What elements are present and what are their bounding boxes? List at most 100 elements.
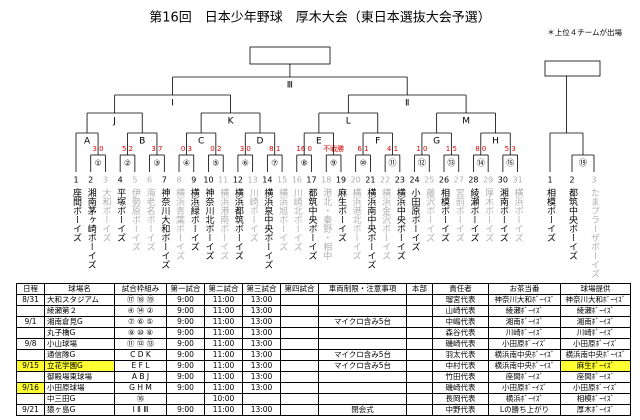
table-cell: 13:00: [242, 382, 281, 394]
table-cell: [280, 360, 319, 372]
table-row: 綾瀬第２ ④ ⑭ ② 9:00 11:00 13:00 山崎代表 綾瀬ﾎﾞｰｲｽﾞ 綾瀬ﾎﾞｰ…: [16, 305, 631, 317]
team-name: 川崎ボーイズ: [248, 188, 259, 242]
table-cell: [280, 371, 319, 383]
table-cell: [280, 349, 319, 361]
table-cell: [318, 338, 407, 350]
schedule-table: 日程 球場名 試合枠組み 第一試合 第二試合 第三試合 第四試合 車両制限・注意事項 本部 責任者…: [16, 283, 631, 416]
bracket-label: 11: [218, 176, 228, 185]
table-cell: 9/8: [16, 338, 45, 350]
table-cell: 9:00: [166, 382, 205, 394]
table-cell: 小田原ﾎﾞｰｲｽﾞ: [560, 338, 631, 350]
bracket-label: 30: [498, 176, 508, 185]
table-cell: [406, 382, 433, 394]
table-row: 御殿場東球場 A B J 9:00 11:00 13:00 竹田代表 座間ﾎﾞｰｲｽﾞ 座間ﾎ…: [16, 371, 631, 383]
team-name: 神奈川大和ボーイズ: [159, 187, 170, 269]
table-cell: [280, 338, 319, 350]
bracket-label: 2: [88, 176, 93, 185]
bracket-label: 17: [306, 176, 316, 185]
table-row: 9/8 小山球場 ⑪ ⑫ ⑬ 9:00 11:00 13:00 磯崎代表 小田原ﾎﾞｰｲｽﾞ小…: [16, 338, 631, 350]
table-cell: 13:00: [242, 360, 281, 372]
bracket-label: 12: [233, 176, 243, 185]
table-cell: 綾瀬ﾎﾞｰｲｽﾞ: [560, 305, 631, 317]
bracket-label: A: [84, 137, 91, 147]
table-cell: Ⅰ Ⅱ Ⅲ: [114, 404, 167, 416]
table-cell: 横浜南中央ﾎﾞｰｲｽﾞ: [488, 349, 561, 361]
table-cell: 9:00: [166, 360, 205, 372]
bracket-label: 16: [292, 176, 302, 185]
table-cell: 竹田代表: [432, 371, 489, 383]
team-name: 綾瀬ボーイズ: [468, 187, 479, 242]
table-cell: 通信隊G: [44, 349, 115, 361]
table-cell: 川崎ﾎﾞｰｲｽﾞ: [488, 327, 561, 339]
table-cell: 9:00: [166, 371, 205, 383]
table-cell: 湘南ﾎﾞｰｲｽﾞ: [488, 316, 561, 328]
table-cell: 13:00: [242, 371, 281, 383]
bracket-label: D: [257, 137, 264, 147]
team-name: 宮前ボーイズ: [454, 187, 465, 242]
team-name: 海老名ボーイズ: [145, 187, 156, 251]
table-cell: 11:00: [204, 327, 243, 339]
table-cell: C D K: [114, 349, 167, 361]
bracket-label: 13: [248, 176, 258, 185]
bracket-label: E: [316, 137, 322, 147]
bracket-label: G: [433, 137, 440, 147]
table-cell: 11:00: [204, 316, 243, 328]
table-cell: 9/1: [16, 316, 45, 328]
team-name: 座間ボーイズ: [71, 187, 82, 242]
table-cell: 車両制限・注意事項: [318, 283, 407, 295]
table-cell: 森谷代表: [432, 327, 489, 339]
table-cell: [406, 371, 433, 383]
bracket-label: ⑫: [418, 159, 426, 168]
team-name: 横浜港北ボーイズ: [351, 187, 362, 260]
table-cell: 9/16: [16, 382, 45, 394]
table-cell: 猿ヶ島G: [44, 404, 115, 416]
table-cell: マイクロ含み5台: [318, 360, 407, 372]
bracket-label: B: [139, 137, 145, 147]
table-cell: 中野代表: [432, 404, 489, 416]
table-cell: 13:00: [242, 327, 281, 339]
table-cell: 第二試合: [204, 283, 243, 295]
table-cell: [280, 316, 319, 328]
bracket-label: ⑭: [477, 159, 485, 168]
team-name: 横浜緑ボーイズ: [189, 187, 200, 251]
table-cell: 中嶋代表: [432, 316, 489, 328]
team-name: 横浜旭ボーイズ: [277, 187, 288, 251]
table-cell: マイクロ含み5台: [318, 349, 407, 361]
team-name: 川崎北ボーイズ: [292, 188, 303, 251]
table-cell: 9:00: [166, 404, 205, 416]
table-cell: 9/15: [16, 360, 45, 372]
bracket-label: ③: [153, 159, 160, 168]
bracket-label: C: [198, 137, 204, 147]
table-cell: 13:00: [242, 305, 281, 317]
team-name: 横浜都筑ボーイズ: [233, 187, 244, 260]
bracket-label: K: [228, 117, 235, 127]
table-cell: 立花学園G: [44, 360, 115, 372]
table-cell: 8/31: [16, 294, 45, 306]
table-cell: 9/21: [16, 404, 45, 416]
bracket-label: 7: [162, 176, 167, 185]
team-name: 大和ボーイズ: [100, 187, 111, 242]
table-cell: [406, 404, 433, 416]
table-cell: 湘南倉見G: [44, 316, 115, 328]
team-name: 麻生ボーイズ: [336, 187, 347, 242]
table-cell: [16, 393, 45, 405]
table-cell: 神奈川大和ﾎﾞｰｲｽﾞ: [560, 294, 631, 306]
table-cell: E F L: [114, 360, 167, 372]
table-cell: 綾瀬第２: [44, 305, 115, 317]
table-cell: [318, 294, 407, 306]
bracket-label: ⑨: [330, 159, 337, 168]
bracket-label: ⑬: [447, 159, 455, 168]
team-name: 横浜中央ボーイズ: [395, 187, 406, 260]
bracket-label: 14: [262, 176, 272, 185]
bracket-label: 31: [513, 176, 523, 185]
table-cell: 磯崎代表: [432, 382, 489, 394]
table-cell: ⑰ ⑱ ⑲: [114, 294, 167, 306]
team-name: 横浜金沢ボーイズ: [380, 187, 391, 260]
table-cell: [16, 327, 45, 339]
table-cell: 羽太代表: [432, 349, 489, 361]
table-cell: [318, 382, 407, 394]
bracket-label: 1: [73, 176, 78, 185]
table-cell: 9:00: [166, 338, 205, 350]
team-name: 都筑中央ボーイズ: [567, 188, 578, 260]
table-cell: 11:00: [204, 305, 243, 317]
